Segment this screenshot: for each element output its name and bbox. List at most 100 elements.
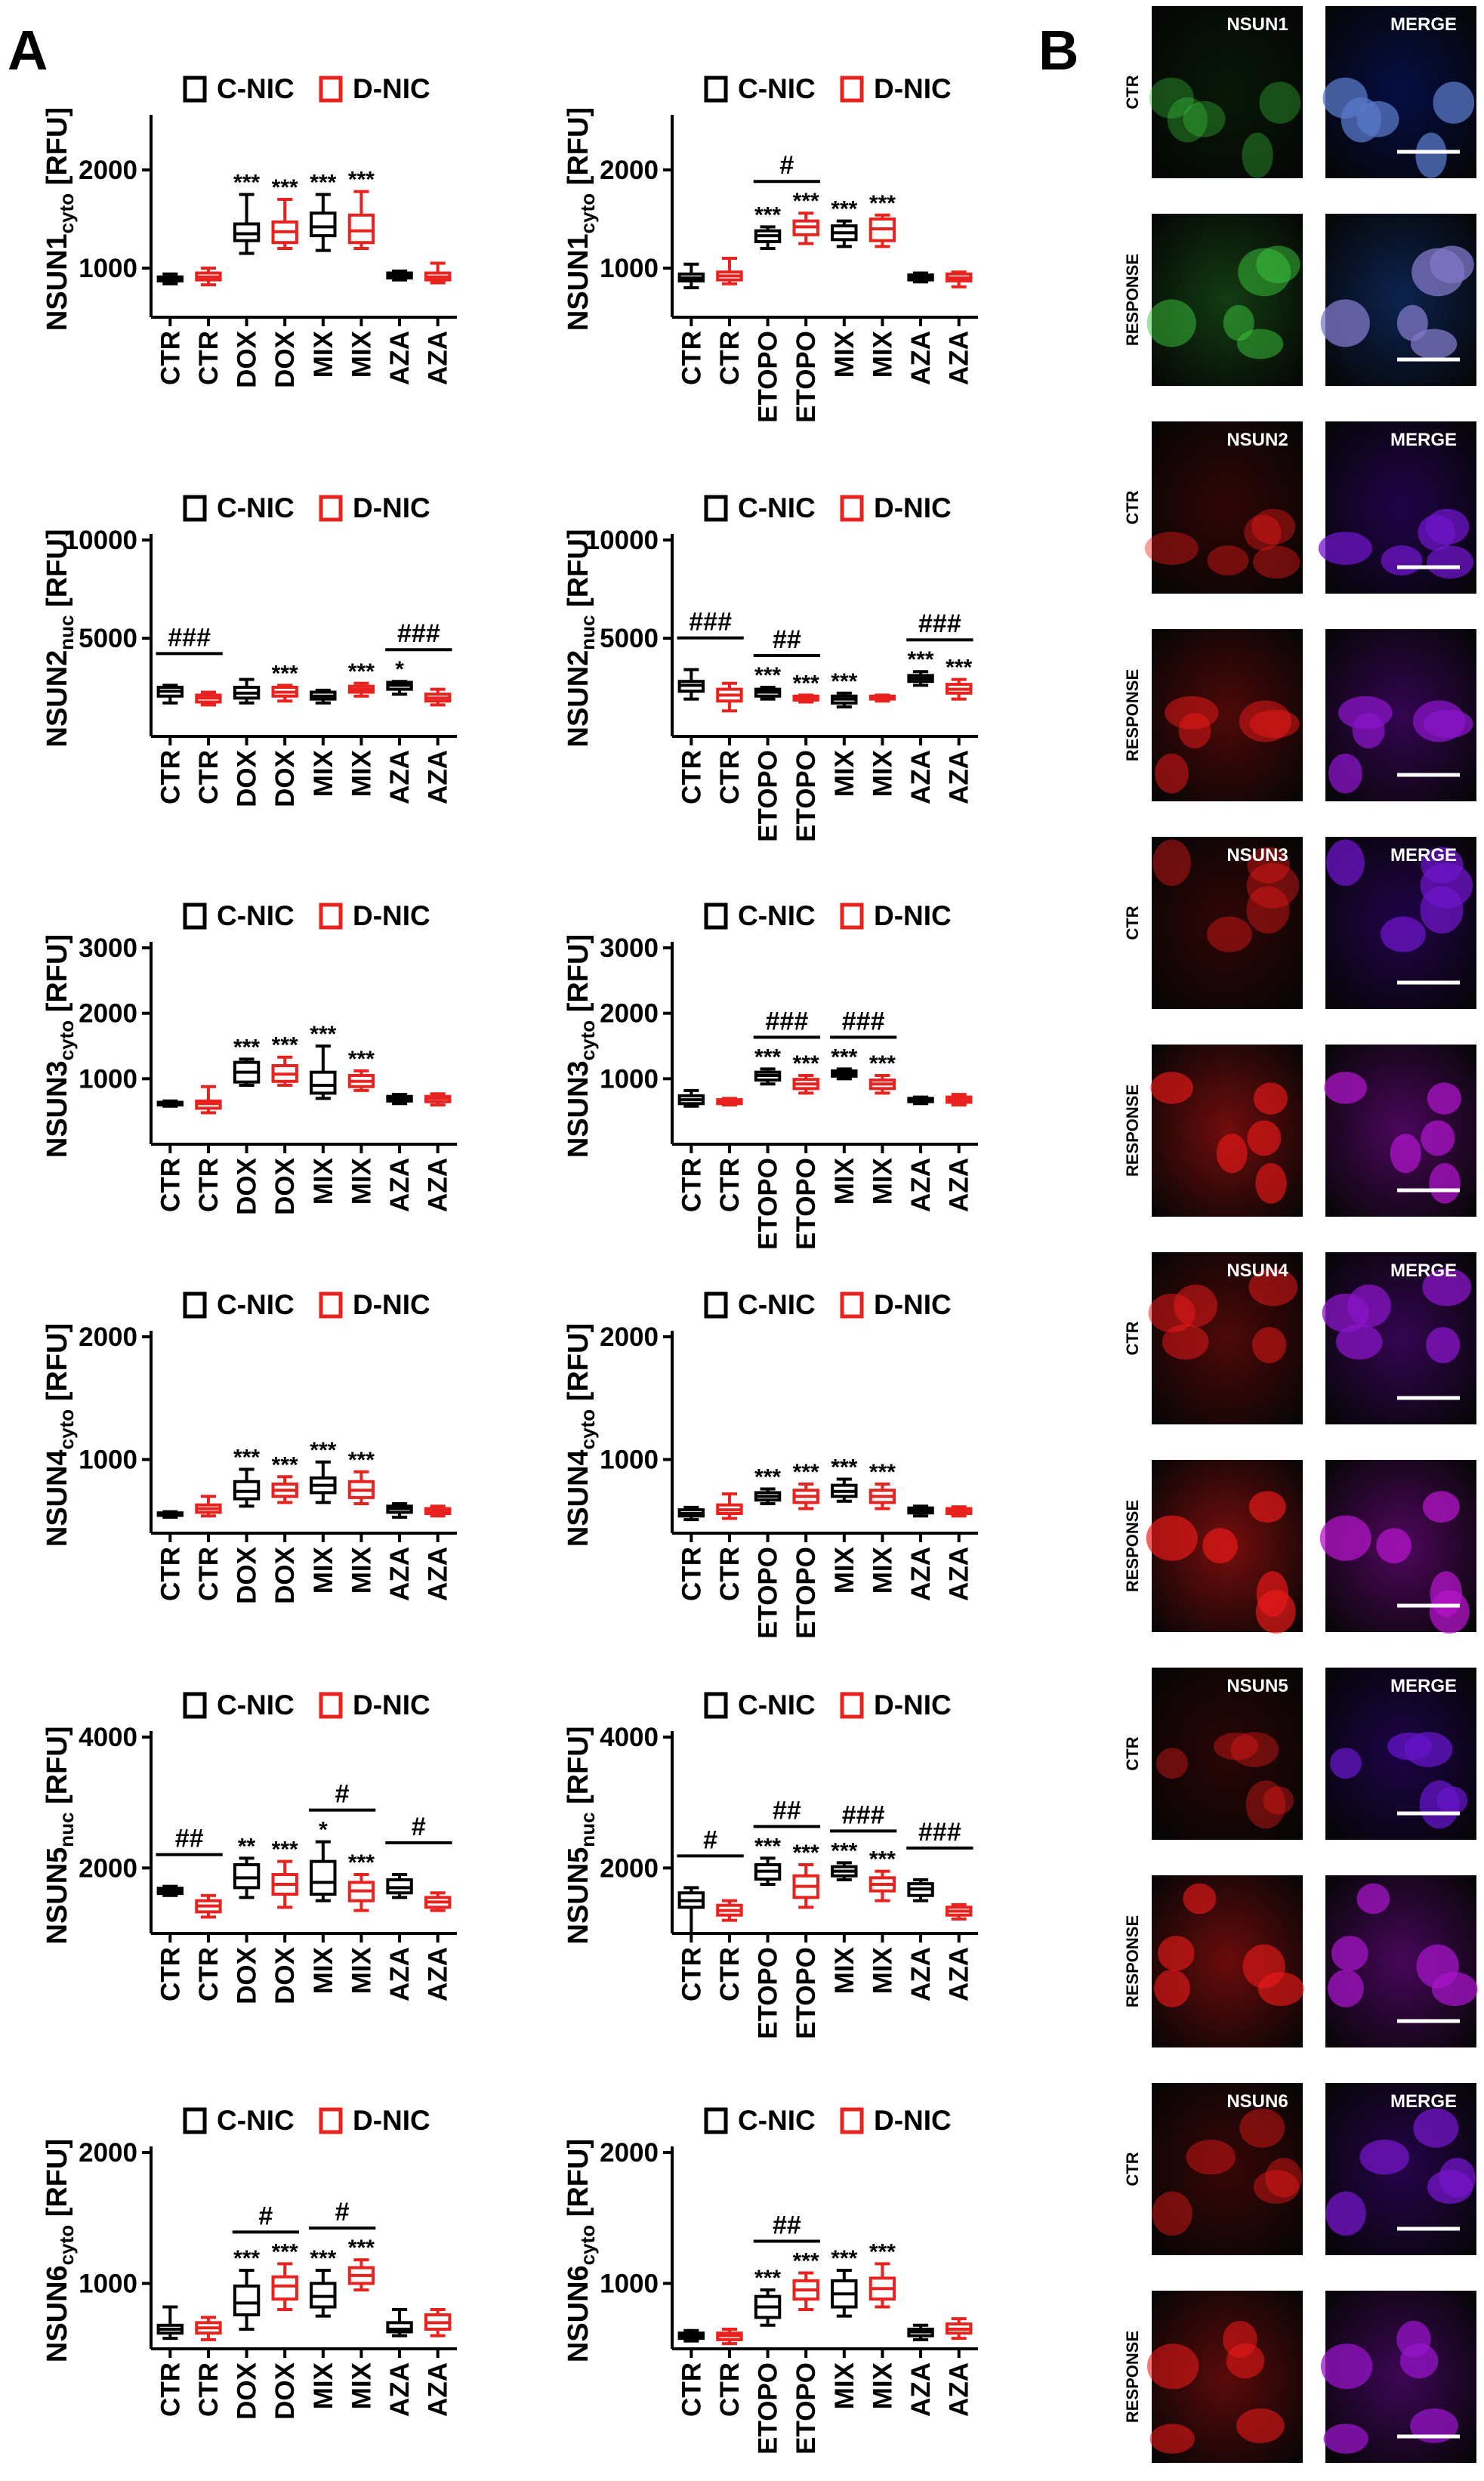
box-2: [233, 193, 261, 255]
significance-stars: ***: [233, 171, 260, 196]
legend-swatch-red: [840, 1291, 864, 1319]
panel-a-label: A: [8, 19, 48, 82]
box-4: [831, 2269, 858, 2318]
x-tick-label: DOX: [270, 1157, 300, 1215]
cell-nucleus: [1387, 1733, 1433, 1760]
marker-label: NSUN3: [1226, 845, 1288, 866]
cell-nucleus: [1251, 508, 1296, 545]
box-7: [945, 1093, 973, 1106]
condition-label: RESPONSE: [1123, 2331, 1142, 2423]
cell-nucleus: [1252, 1327, 1287, 1363]
y-tick-label: 2000: [79, 156, 137, 185]
significance-stars: ***: [793, 1460, 819, 1485]
channel-image: NSUN6: [1152, 2083, 1303, 2255]
y-axis-label: NSUN5nuc [RFU]: [563, 1726, 599, 1944]
merge-image: [1320, 214, 1476, 386]
cell-nucleus: [1319, 1515, 1371, 1561]
x-tick-label: AZA: [424, 331, 453, 385]
box-1: [716, 1899, 743, 1922]
cell-nucleus: [1356, 1883, 1390, 1915]
legend-swatch-black: [704, 76, 728, 103]
micro-row-nsun4-response: RESPONSE: [1123, 1460, 1476, 1634]
merge-image: [1319, 1460, 1476, 1634]
hash-label: #: [412, 1813, 426, 1841]
micrograph-background: [1152, 6, 1303, 178]
cell-nucleus: [1422, 1491, 1460, 1523]
cell-nucleus: [1421, 847, 1464, 884]
micrograph-background: [1152, 421, 1303, 594]
box-2: [754, 225, 782, 250]
hash-label: #: [335, 2198, 350, 2226]
significance-stars: ***: [793, 2248, 819, 2273]
significance-stars: ***: [310, 1022, 336, 1047]
x-tick-label: MIX: [347, 1546, 376, 1594]
x-tick-label: CTR: [677, 1947, 706, 2001]
legend-label-c-nic: C-NIC: [738, 1289, 816, 1320]
x-tick-label: MIX: [830, 2362, 859, 2409]
cell-nucleus: [1416, 1944, 1459, 1989]
legend-swatch-black: [183, 2107, 207, 2134]
x-tick-label: AZA: [945, 2362, 974, 2417]
cell-nucleus: [1144, 532, 1199, 565]
x-tick-label: CTR: [715, 1547, 745, 1601]
x-tick-label: MIX: [347, 749, 376, 797]
channel-image: [1152, 1875, 1304, 2047]
significance-stars: ***: [869, 2239, 896, 2264]
y-tick-label: 2000: [79, 2138, 137, 2168]
box-0: [677, 262, 705, 289]
condition-label: RESPONSE: [1123, 1500, 1142, 1592]
box-3: [271, 1475, 298, 1504]
significance-stars: ***: [831, 669, 857, 694]
micro-row-nsun5-ctr: CTR NSUN5 MERGE: [1123, 1668, 1476, 1840]
y-tick-label: 1000: [79, 1064, 137, 1094]
x-tick-label: CTR: [715, 1158, 745, 1212]
channel-image: NSUN1: [1149, 6, 1303, 178]
y-tick-label: 2000: [79, 999, 137, 1029]
x-tick-label: ETOPO: [754, 1158, 783, 1250]
hash-label: #: [258, 2202, 273, 2230]
significance-stars: ***: [233, 1035, 260, 1060]
legend-swatch-red: [319, 2107, 343, 2134]
x-tick-label: ETOPO: [754, 1947, 783, 2039]
cell-nucleus: [1152, 839, 1191, 887]
box-1: [716, 257, 743, 285]
x-tick-label: CTR: [194, 1158, 224, 1212]
box-3: [271, 1055, 298, 1087]
significance-stars: ***: [310, 1438, 336, 1463]
cell-nucleus: [1238, 248, 1291, 297]
merge-label: MERGE: [1390, 2091, 1457, 2112]
x-tick-label: AZA: [424, 1947, 453, 2001]
x-tick-label: MIX: [868, 1946, 897, 1994]
box-1: [195, 267, 222, 287]
cell-nucleus: [1359, 2140, 1409, 2175]
cell-nucleus: [1421, 1120, 1455, 1156]
box-5: [347, 1470, 375, 1505]
box-iqr: [310, 211, 337, 238]
box-0: [156, 1884, 184, 1897]
y-tick-label: 2000: [600, 156, 659, 185]
cell-nucleus: [1207, 916, 1252, 952]
cell-nucleus: [1158, 1936, 1195, 1971]
box-7: [424, 2308, 452, 2338]
significance-stars: ***: [754, 1465, 781, 1490]
cell-nucleus: [1381, 545, 1423, 576]
significance-stars: ***: [272, 661, 298, 686]
x-tick-label: MIX: [868, 330, 897, 378]
x-tick-label: AZA: [906, 2362, 936, 2417]
x-tick-label: ETOPO: [791, 2362, 821, 2455]
box-2: [754, 686, 782, 701]
x-tick-label: ETOPO: [754, 750, 783, 842]
significance-stars: ***: [348, 659, 375, 684]
cell-nucleus: [1427, 2170, 1473, 2204]
legend-label-c-nic: C-NIC: [217, 900, 295, 931]
merge-image: [1324, 1045, 1476, 1217]
cell-nucleus: [1183, 1883, 1217, 1915]
cell-nucleus: [1429, 1162, 1461, 1204]
cell-nucleus: [1246, 886, 1290, 934]
cell-nucleus: [1150, 1072, 1193, 1104]
cell-nucleus: [1423, 709, 1473, 739]
cell-nucleus: [1376, 1528, 1411, 1563]
marker-label: NSUN1: [1226, 14, 1288, 35]
